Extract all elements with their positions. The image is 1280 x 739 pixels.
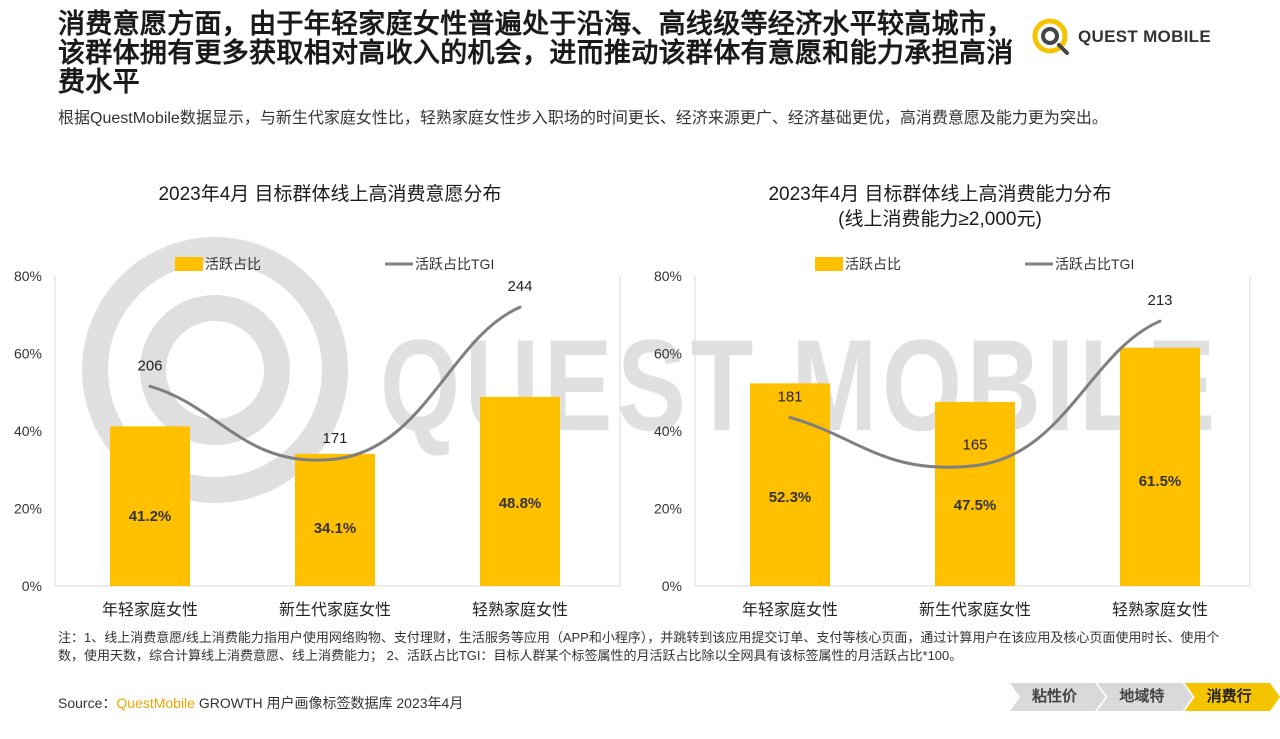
nav-item-consumption[interactable]: 消费行为 (1185, 683, 1280, 711)
chart-right-legend-bar-label: 活跃占比 (845, 256, 901, 272)
chart-right-y-tick-label: 80% (654, 268, 682, 284)
chart-right-y-tick-label: 20% (654, 501, 682, 517)
chart-left-category-label: 新生代家庭女性 (279, 600, 391, 619)
chart-right: 0% 20% 40% 60% 80% 活跃占比 活跃占比TGI 52.3% 年轻家庭女性 47.5… (654, 256, 1251, 619)
chart-right-tgi-line (788, 319, 1162, 469)
source-prefix: Source： (58, 695, 117, 711)
nav-item-stickiness[interactable]: 粘性价值 (1010, 683, 1105, 711)
page-headline: 消费意愿方面，由于年轻家庭女性普遍处于沿海、高线级等经济水平较高城市，该群体拥有… (58, 9, 1014, 97)
chart-right-category-label: 年轻家庭女性 (742, 600, 838, 619)
chart-left-tgi-data-label: 206 (137, 357, 162, 374)
chart-right-category-label: 轻熟家庭女性 (1112, 600, 1208, 619)
chart-right-bar-data-label: 61.5% (1139, 473, 1182, 490)
source-brand: QuestMobile (116, 695, 195, 711)
chart-left-tgi-data-label: 171 (322, 430, 347, 447)
chart-left-bar-data-label: 34.1% (314, 520, 357, 537)
chart-left-bar-data-label: 48.8% (499, 495, 542, 512)
chart-left-y-tick-label: 80% (14, 268, 42, 284)
chart-right-legend-line-label: 活跃占比TGI (1055, 256, 1134, 272)
chart-left-tgi-line (148, 305, 522, 462)
footnote: 注：1、线上消费意愿/线上消费能力指用户使用网络购物、支付理财，生活服务等应用（… (58, 630, 1220, 663)
chart-left-y-tick-label: 20% (14, 501, 42, 517)
chart-left-title: 2023年4月 目标群体线上高消费意愿分布 (158, 184, 502, 205)
chart-right-category-label: 新生代家庭女性 (919, 600, 1031, 619)
chart-right-bar (1120, 347, 1200, 586)
chart-right-tgi-data-label: 213 (1147, 292, 1172, 309)
chart-right-legend-bar-swatch (815, 257, 843, 271)
chart-right-tgi-data-label: 181 (777, 388, 802, 405)
chart-right-bar (935, 401, 1015, 586)
chart-right-bar-data-label: 52.3% (769, 489, 812, 506)
chart-right-y-tick-label: 60% (654, 346, 682, 362)
chart-left-bar (295, 453, 375, 586)
chart-left-bar (480, 396, 560, 586)
chart-right-bar (750, 383, 830, 586)
chart-left: 0% 20% 40% 60% 80% 活跃占比 活跃占比TGI 41.2% 年轻家庭女性 34.1… (14, 256, 621, 619)
chart-right-y-tick-label: 40% (654, 423, 682, 439)
chart-right-tgi-data-label: 165 (962, 437, 987, 454)
source-line: Source：QuestMobile GROWTH 用户画像标签数据库 2023… (58, 693, 463, 713)
nav-item-region[interactable]: 地域特征 (1097, 683, 1192, 711)
chart-right-subtitle: (线上消费能力≥2,000元) (838, 209, 1042, 230)
chart-left-y-tick-label: 40% (14, 423, 42, 439)
questmobile-logo-icon (1032, 18, 1069, 55)
chart-left-legend-bar-swatch (175, 257, 203, 271)
chart-left-y-tick-label: 0% (22, 578, 42, 594)
chart-left-legend-bar-label: 活跃占比 (205, 256, 261, 272)
chart-left-bar (110, 426, 190, 586)
chart-left-y-tick-label: 60% (14, 346, 42, 362)
chart-left-bar-data-label: 41.2% (129, 508, 172, 525)
section-nav: 粘性价值 地域特征 消费行为 (1010, 683, 1280, 711)
chart-left-tgi-data-label: 244 (507, 278, 532, 295)
chart-right-y-tick-label: 0% (662, 578, 682, 594)
source-rest: GROWTH 用户画像标签数据库 2023年4月 (194, 695, 464, 711)
chart-left-category-label: 轻熟家庭女性 (472, 600, 568, 619)
chart-right-bar-data-label: 47.5% (954, 497, 997, 514)
logo-text: QUEST MOBILE (1078, 27, 1211, 46)
chart-right-title: 2023年4月 目标群体线上高消费能力分布 (768, 184, 1112, 205)
questmobile-logo: QUEST MOBILE (1032, 12, 1232, 62)
chart-left-legend-line-label: 活跃占比TGI (415, 256, 494, 272)
chart-left-category-label: 年轻家庭女性 (102, 600, 198, 619)
page-subtext: 根据QuestMobile数据显示，与新生代家庭女性比，轻熟家庭女性步入职场的时… (58, 110, 1108, 127)
